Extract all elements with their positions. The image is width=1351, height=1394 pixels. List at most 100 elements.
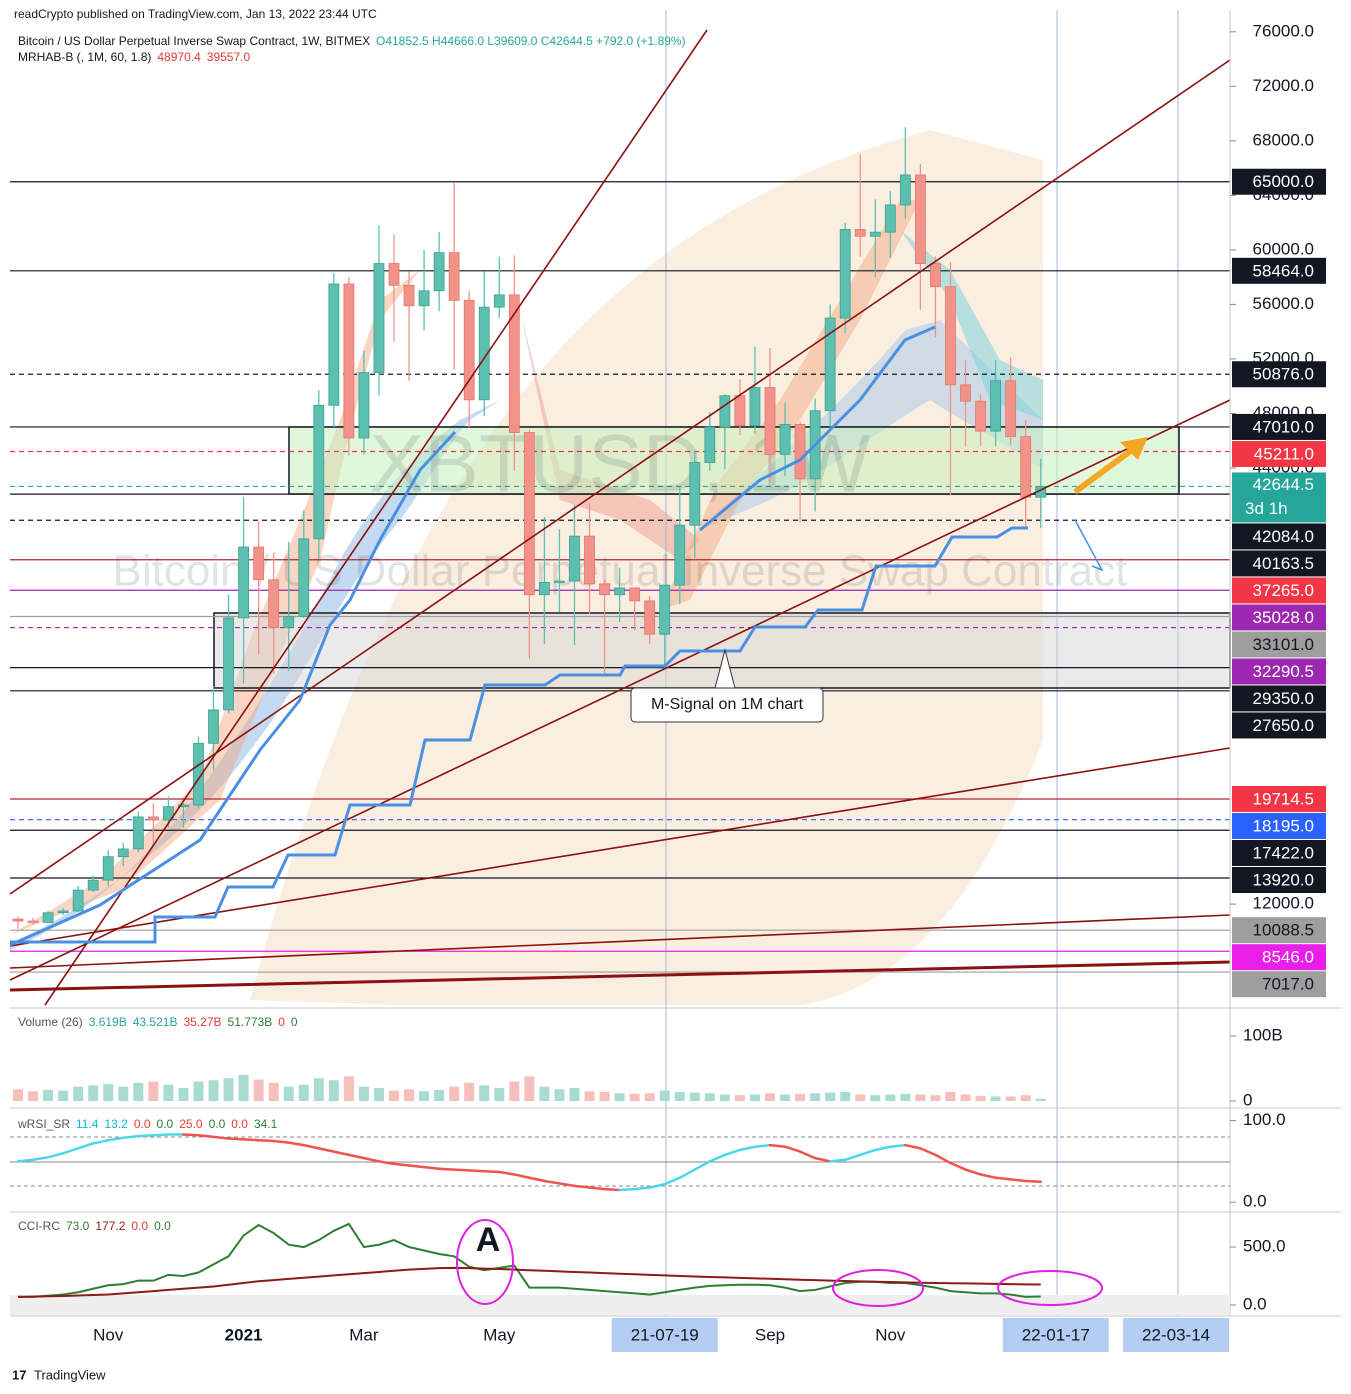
rsi-segment — [543, 1179, 561, 1185]
volume-bar — [419, 1091, 430, 1101]
symbol: Bitcoin / US Dollar Perpetual Inverse Sw… — [18, 34, 370, 48]
volume-bar — [1020, 1095, 1031, 1101]
logo: 17 — [12, 1367, 26, 1382]
price-label: 65000.0 — [1253, 172, 1314, 191]
trend-line — [9, 747, 1231, 947]
volume-bar — [780, 1094, 791, 1101]
volume-bar — [43, 1089, 54, 1101]
volume-bar — [178, 1088, 189, 1101]
arrow-head — [1120, 437, 1148, 460]
candle-body — [208, 709, 219, 744]
price-label: 42644.5 — [1253, 475, 1314, 494]
volume-bar — [719, 1094, 730, 1101]
candle-body — [659, 584, 671, 635]
price-label: 50876.0 — [1253, 365, 1314, 384]
candle-body — [27, 920, 39, 923]
candle-body — [373, 263, 385, 373]
candle-body — [554, 580, 565, 583]
rsi-segment — [76, 1142, 95, 1150]
candle-body — [478, 306, 490, 401]
x-label-box — [1123, 1318, 1230, 1352]
rsi-segment — [528, 1176, 546, 1183]
pane-legend: 0.0 — [131, 1219, 148, 1233]
volume-bar — [734, 1095, 745, 1101]
candle-body — [433, 252, 445, 292]
volume-bar — [975, 1095, 986, 1101]
candle-body — [960, 384, 971, 402]
callout-box — [630, 687, 824, 723]
volume-bar — [133, 1082, 144, 1101]
price-label: 58464.0 — [1253, 261, 1314, 280]
rsi-segment — [648, 1183, 666, 1189]
candle-body — [1020, 436, 1032, 498]
rsi-segment — [362, 1156, 381, 1163]
price-label-box — [1232, 413, 1326, 440]
price-label: 42084.0 — [1253, 527, 1314, 546]
pane-legend: 0.0 — [231, 1117, 248, 1131]
x-tick-label: May — [483, 1325, 516, 1344]
candle-body — [794, 423, 806, 480]
volume-bar — [479, 1085, 490, 1101]
rsi-segment — [964, 1168, 982, 1176]
candle-body — [283, 616, 295, 628]
price-label: 40163.5 — [1253, 554, 1314, 573]
candle-body — [388, 263, 400, 286]
volume-bar — [930, 1095, 941, 1101]
rsi-segment — [994, 1176, 1012, 1181]
candle-body — [915, 174, 926, 264]
candle-body — [539, 582, 550, 596]
indicator: MRHAB-B (, 1M, 60, 1.8) — [18, 50, 151, 64]
candle-body — [945, 286, 956, 386]
rsi-segment — [723, 1148, 742, 1157]
rsi-segment — [753, 1143, 772, 1148]
volume-bar — [193, 1081, 204, 1101]
candle-body — [448, 252, 460, 301]
candle-body — [57, 910, 69, 914]
callout: M-Signal on 1M chart — [630, 648, 824, 723]
price-label-box — [1232, 839, 1326, 866]
rsi-segment — [783, 1145, 802, 1153]
volume-bar — [765, 1093, 775, 1101]
price-label-box — [1232, 712, 1326, 739]
candle-body — [719, 395, 731, 428]
price-label-box — [1232, 944, 1326, 971]
candle-body — [599, 583, 610, 596]
volume-bar — [674, 1091, 685, 1101]
pane-legend: 51.773B — [228, 1015, 273, 1029]
volume-bar — [885, 1094, 896, 1101]
price-label: 47010.0 — [1253, 417, 1314, 436]
candle-body — [614, 587, 625, 596]
rsi-segment — [1024, 1179, 1042, 1184]
indicator-value: 48970.4 — [157, 50, 201, 64]
volume-bar — [328, 1080, 339, 1101]
price-label: 29350.0 — [1253, 689, 1314, 708]
rsi-segment — [16, 1158, 35, 1163]
rsi-segment — [347, 1153, 366, 1160]
volume-bar — [659, 1090, 670, 1101]
x-tick-label: 21-07-19 — [631, 1325, 699, 1344]
price-label: 32290.5 — [1253, 662, 1314, 681]
rsi-segment — [332, 1150, 351, 1157]
volume-bar — [298, 1084, 309, 1101]
rsi-segment — [949, 1161, 967, 1171]
candle-body — [493, 294, 505, 308]
annotation-letter: A — [476, 1221, 501, 1259]
candle-body — [990, 380, 1001, 432]
candle-body — [343, 283, 355, 439]
candle-body — [463, 299, 475, 401]
arrow — [1073, 441, 1142, 495]
volume-bar — [614, 1093, 625, 1101]
volume-bar — [554, 1089, 565, 1101]
volume-bar — [253, 1079, 264, 1101]
x-tick-label: 22-01-17 — [1022, 1325, 1090, 1344]
y-tick-label: 100B — [1243, 1025, 1283, 1044]
y-tick-label: 0.0 — [1243, 1192, 1267, 1211]
rsi-segment — [618, 1187, 636, 1192]
x-tick-label: 22-03-14 — [1142, 1325, 1210, 1344]
rsi-segment — [708, 1153, 727, 1163]
rsi-segment — [91, 1138, 110, 1145]
rsi-segment — [678, 1168, 697, 1179]
volume-bar — [223, 1078, 234, 1101]
rsi-segment — [407, 1164, 426, 1169]
candle-body — [403, 284, 415, 307]
